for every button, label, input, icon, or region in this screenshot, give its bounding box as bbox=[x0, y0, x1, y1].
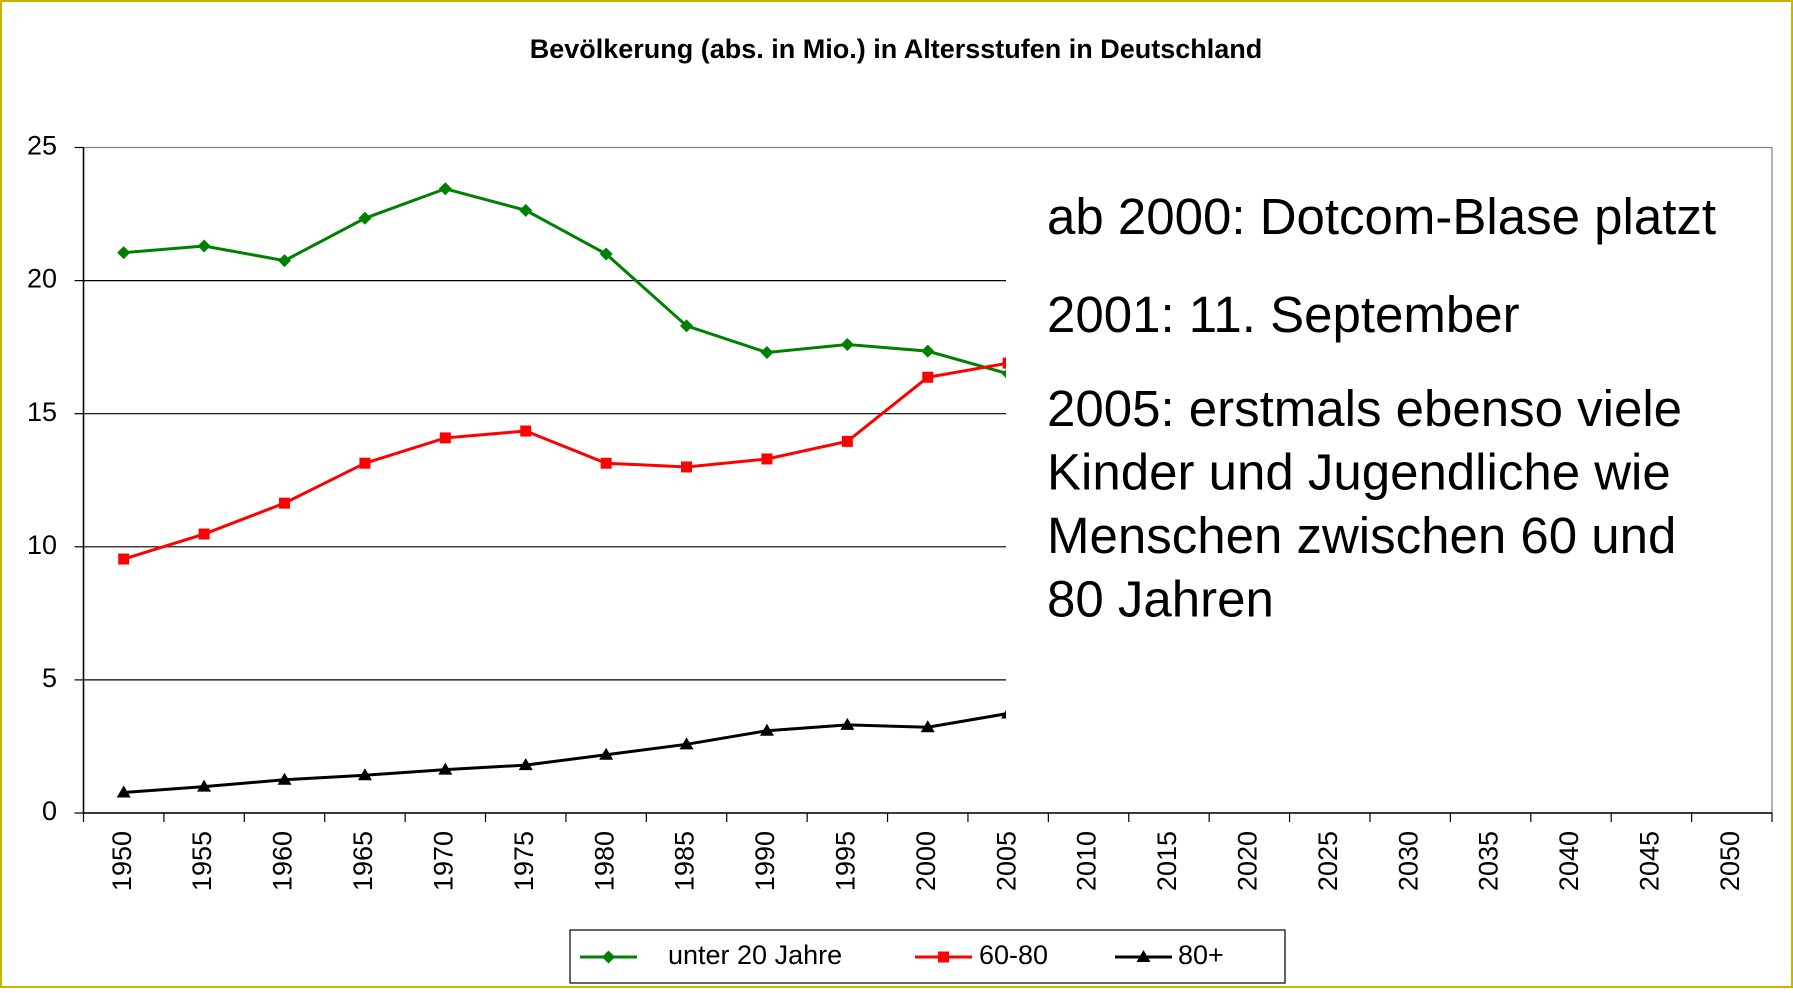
marker bbox=[760, 345, 774, 359]
x-tick-label: 1980 bbox=[589, 831, 619, 891]
x-tick-label: 1950 bbox=[107, 831, 137, 891]
marker bbox=[938, 951, 949, 963]
marker bbox=[438, 762, 453, 775]
marker bbox=[921, 344, 935, 358]
y-tick-label: 15 bbox=[27, 397, 57, 427]
marker bbox=[197, 239, 211, 253]
marker bbox=[841, 435, 853, 447]
y-tick-label: 20 bbox=[27, 264, 57, 294]
x-tick-label: 1995 bbox=[830, 831, 860, 891]
marker bbox=[679, 737, 694, 750]
x-tick-label: 2005 bbox=[991, 831, 1021, 891]
y-tick-label: 5 bbox=[42, 663, 57, 693]
x-tick-label: 2015 bbox=[1152, 831, 1182, 891]
marker bbox=[680, 319, 694, 333]
series-line bbox=[123, 187, 1006, 375]
x-tick-label: 2025 bbox=[1313, 831, 1343, 891]
x-tick-label: 2020 bbox=[1232, 831, 1262, 891]
x-tick-label: 2035 bbox=[1474, 831, 1504, 891]
marker bbox=[118, 553, 130, 565]
y-tick-label: 0 bbox=[42, 796, 57, 826]
marker bbox=[117, 246, 131, 260]
marker bbox=[681, 461, 693, 473]
marker bbox=[357, 768, 372, 781]
marker bbox=[277, 772, 292, 785]
x-tick-label: 1955 bbox=[187, 831, 217, 891]
marker bbox=[1136, 950, 1151, 962]
marker bbox=[358, 211, 372, 225]
marker bbox=[197, 779, 212, 792]
marker bbox=[519, 203, 533, 217]
marker bbox=[759, 723, 774, 736]
marker bbox=[600, 457, 612, 469]
x-tick-label: 2045 bbox=[1635, 831, 1665, 891]
marker bbox=[922, 371, 934, 383]
marker bbox=[599, 247, 613, 261]
series-group bbox=[116, 182, 1006, 798]
annotation: 2005: erstmals ebenso viele bbox=[1047, 380, 1682, 437]
marker bbox=[116, 785, 131, 798]
marker bbox=[438, 182, 452, 196]
marker bbox=[1001, 710, 1006, 719]
marker bbox=[1001, 369, 1006, 379]
marker bbox=[198, 528, 210, 540]
annotation: 2001: 11. September bbox=[1047, 286, 1520, 343]
y-tick-label: 10 bbox=[27, 530, 57, 560]
marker bbox=[920, 720, 935, 733]
legend-label: unter 20 Jahre bbox=[668, 940, 842, 970]
marker bbox=[279, 497, 291, 509]
x-tick-label: 1985 bbox=[670, 831, 700, 891]
marker bbox=[840, 717, 855, 730]
annotation: ab 2000: Dotcom-Blase platzt bbox=[1047, 188, 1716, 245]
marker bbox=[602, 950, 615, 964]
marker bbox=[599, 747, 614, 760]
marker bbox=[520, 425, 532, 437]
x-tick-label: 1990 bbox=[750, 831, 780, 891]
legend-label: 80+ bbox=[1178, 940, 1224, 970]
marker bbox=[761, 453, 773, 465]
marker bbox=[439, 432, 451, 444]
chart-title: Bevölkerung (abs. in Mio.) in Altersstuf… bbox=[530, 34, 1263, 64]
annotation: Menschen zwischen 60 und bbox=[1047, 507, 1676, 564]
marker bbox=[518, 758, 533, 771]
legend-label: 60-80 bbox=[979, 940, 1048, 970]
x-tick-label: 1970 bbox=[428, 831, 458, 891]
x-tick-label: 2010 bbox=[1072, 831, 1102, 891]
annotation: Kinder und Jugendliche wie bbox=[1047, 444, 1671, 501]
x-tick-label: 2030 bbox=[1393, 831, 1423, 891]
x-tick-label: 2000 bbox=[911, 831, 941, 891]
x-tick-label: 1965 bbox=[348, 831, 378, 891]
x-tick-label: 2040 bbox=[1554, 831, 1584, 891]
x-tick-label: 2050 bbox=[1715, 831, 1745, 891]
x-tick-label: 1975 bbox=[509, 831, 539, 891]
marker bbox=[1002, 357, 1006, 369]
x-tick-label: 1960 bbox=[268, 831, 298, 891]
marker bbox=[840, 337, 854, 351]
series-line bbox=[123, 361, 1006, 561]
annotation-box bbox=[1006, 148, 1771, 810]
marker bbox=[359, 457, 371, 469]
marker bbox=[278, 254, 292, 268]
series-line bbox=[123, 712, 1006, 794]
annotation: 80 Jahren bbox=[1047, 571, 1274, 628]
y-tick-label: 25 bbox=[27, 131, 57, 161]
